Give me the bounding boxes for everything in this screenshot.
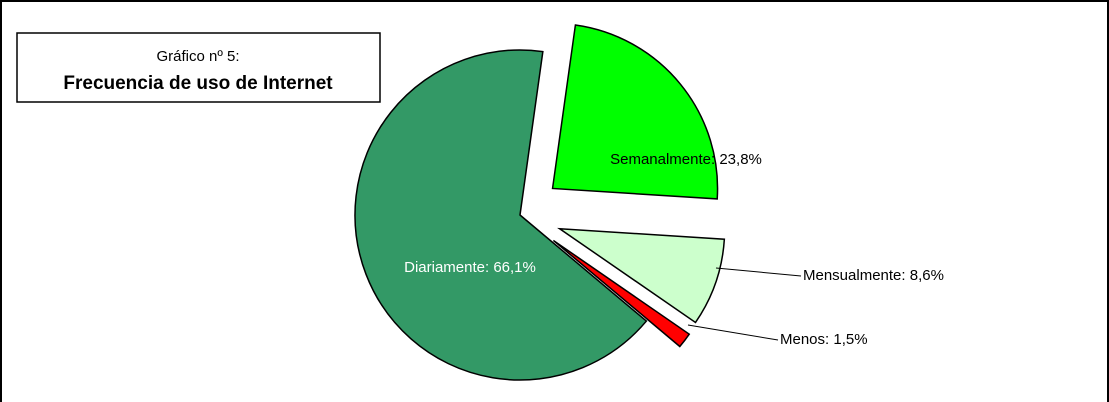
- data-label: Diariamente: 66,1%: [404, 259, 536, 276]
- chart-title: Frecuencia de uso de Internet: [63, 73, 333, 94]
- leader-line: [687, 324, 779, 341]
- title-box: [16, 32, 381, 103]
- data-label: Menos: 1,5%: [780, 331, 868, 348]
- pie-slice: [557, 227, 726, 324]
- data-label: Semanalmente: 23,8%: [610, 151, 762, 168]
- data-label: Mensualmente: 8,6%: [803, 267, 944, 284]
- chart-subtitle: Gráfico nº 5:: [156, 48, 239, 65]
- pie-slice: [354, 49, 648, 381]
- pie-slice: [552, 239, 691, 348]
- pie-slice: [551, 24, 719, 200]
- leader-line: [715, 267, 802, 277]
